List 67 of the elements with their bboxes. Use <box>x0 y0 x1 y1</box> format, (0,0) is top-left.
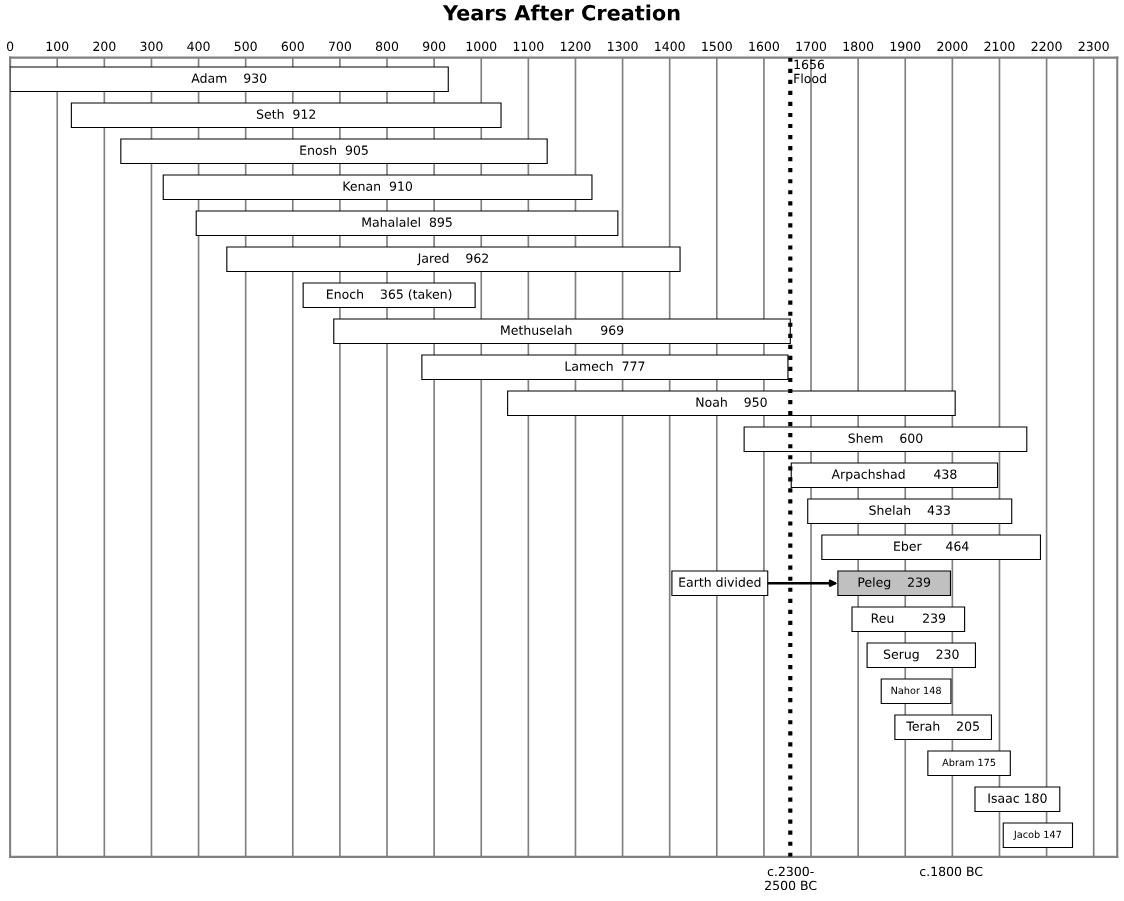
y-tick-label: Adam 930 <box>191 73 267 83</box>
x-tick-label: 0 <box>6 41 14 52</box>
x-tick-label: 1300 <box>608 41 638 52</box>
x-tick-label: 1600 <box>749 41 779 52</box>
x-tick-label: 800 <box>375 41 399 52</box>
x-tick-label: 400 <box>187 41 210 52</box>
y-tick-label: Jacob 147 <box>1013 830 1062 840</box>
x-tick-label: 1100 <box>513 41 544 52</box>
x-tick-label: 500 <box>234 41 257 52</box>
bar <box>821 534 1042 561</box>
bar <box>807 498 1013 525</box>
y-tick-label: Methuselah 969 <box>501 325 624 335</box>
x-tick-label: 2100 <box>984 41 1015 52</box>
x-tick-label: 700 <box>329 41 351 52</box>
y-tick-label: Terah 205 <box>906 721 979 731</box>
x-tick-label: 1200 <box>560 41 591 52</box>
y-tick-label: Noah 950 <box>696 397 767 407</box>
y-tick-label: Eber 464 <box>894 541 969 551</box>
bar <box>927 750 1011 777</box>
x-tick-label: 1000 <box>466 41 497 52</box>
bar <box>1002 822 1074 849</box>
y-tick-label: Abram 175 <box>942 758 996 767</box>
x-tick-label: 1500 <box>702 41 732 52</box>
bar <box>195 210 619 237</box>
annotation: Earth divided <box>679 577 761 587</box>
x-tick-label: 1700 <box>796 41 827 52</box>
bar <box>851 606 966 633</box>
y-tick-label: Enosh 905 <box>300 145 368 155</box>
bar <box>162 174 593 201</box>
y-tick-label: Lamech 777 <box>565 361 645 371</box>
x-tick-label: 1900 <box>890 41 921 52</box>
y-tick-label: Peleg 239 <box>858 577 931 590</box>
x-tick-label: 2200 <box>1031 41 1062 52</box>
bar <box>70 102 502 129</box>
y-tick-label: Jared 962 <box>417 253 488 266</box>
x-tick-label: 2000 <box>937 41 968 52</box>
y-tick-label: Reu 239 <box>871 613 946 623</box>
x-tick-label: 2300 <box>1078 41 1109 52</box>
bar <box>974 786 1061 813</box>
x-tick-label: 600 <box>281 41 304 52</box>
y-tick-label: Arpachshad 438 <box>831 469 957 482</box>
text: c.1800 BC <box>920 866 983 877</box>
bar <box>10 66 449 93</box>
y-tick-label: Shelah 433 <box>869 505 950 515</box>
bar <box>226 246 681 273</box>
x-tick-label: 100 <box>46 41 69 52</box>
x-tick-label: 900 <box>422 41 446 52</box>
bar <box>120 138 548 165</box>
chart-title: Years After Creation <box>442 4 680 21</box>
y-tick-label: Isaac 180 <box>988 793 1047 803</box>
y-tick-label: Nahor 148 <box>891 686 941 695</box>
x-tick-label: 300 <box>140 41 163 52</box>
y-tick-label: Seth 912 <box>256 109 316 119</box>
y-tick-label: Mahalalel 895 <box>362 217 452 227</box>
bar <box>880 678 952 705</box>
y-tick-label: Serug 230 <box>883 649 959 662</box>
y-tick-label: Kenan 910 <box>343 181 413 191</box>
bar <box>302 282 476 309</box>
x-tick-label: 1400 <box>655 41 685 52</box>
text: c.2300- 2500 BC <box>765 866 817 891</box>
y-tick-label: Shem 600 <box>848 433 923 443</box>
x-tick-label: 1800 <box>843 41 874 52</box>
bar <box>894 714 993 741</box>
ref-line-label: 1656 Flood <box>794 59 826 84</box>
y-tick-label: Enoch 365 (taken) <box>327 289 452 301</box>
x-tick-label: 200 <box>93 41 116 52</box>
bar <box>866 642 977 669</box>
